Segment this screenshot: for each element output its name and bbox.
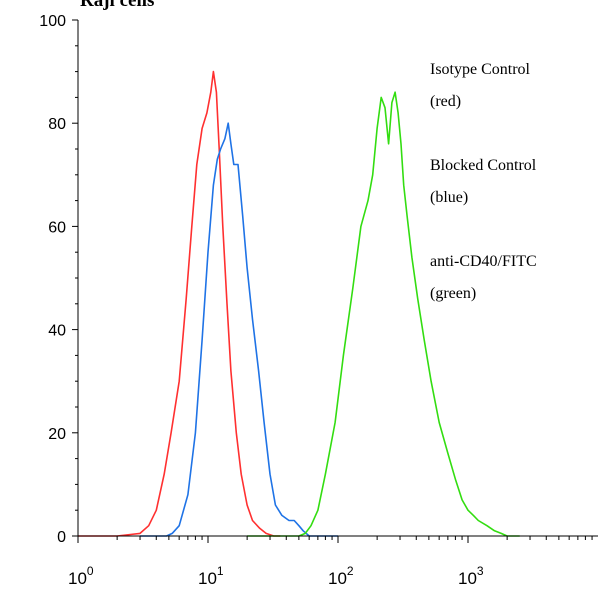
y-tick-label: 20 [48,426,66,443]
annotation-1-line-1: Isotype Control [430,61,531,78]
chart-title: Raji cells [80,0,154,11]
x-tick-label: 100 [68,564,94,588]
y-tick-label: 100 [39,13,66,30]
legend-annotations: Isotype Control (red) Blocked Control (blue… [430,61,537,302]
y-tick-label: 60 [48,219,66,236]
series-line-2 [140,122,338,537]
annotation-2-line-2: (blue) [430,189,468,206]
x-tick-label: 103 [458,564,484,588]
x-tick-label: 101 [198,564,224,588]
series-line-1 [78,70,281,537]
annotation-3-line-2: (green) [430,285,476,302]
series-line-3 [247,91,520,537]
annotation-2-line-1: Blocked Control [430,157,537,174]
annotation-3-line-1: anti-CD40/FITC [430,253,537,270]
annotation-1-line-2: (red) [430,93,461,110]
y-tick-label: 0 [57,529,66,546]
x-tick-label: 102 [328,564,354,588]
series-layer [78,70,520,537]
y-tick-label: 80 [48,116,66,133]
y-tick-label: 40 [48,323,66,340]
axes-layer: 0 20 40 60 80 100 100 101 102 103 [39,13,598,588]
